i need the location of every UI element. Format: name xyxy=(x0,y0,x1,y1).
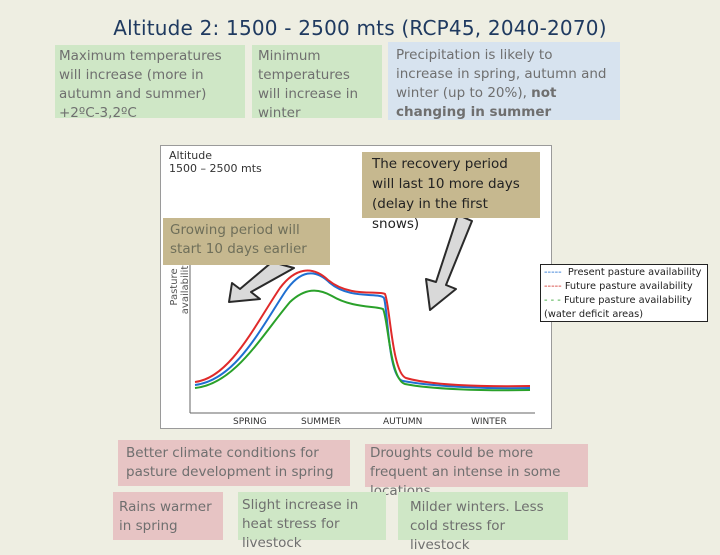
chart-axes xyxy=(189,255,535,414)
legend-swatch-deficit: - - - xyxy=(544,295,561,306)
precipitation-text: Precipitation is likely to increase in s… xyxy=(396,47,607,101)
heat-stress-box: Slight increase in heat stress for lives… xyxy=(238,492,386,551)
precipitation-box: Precipitation is likely to increase in s… xyxy=(388,42,620,120)
page-title: Altitude 2: 1500 - 2500 mts (RCP45, 2040… xyxy=(113,16,607,40)
legend-swatch-future: ----- xyxy=(544,281,562,292)
milder-winters-text: Milder winters. Less cold stress for liv… xyxy=(410,499,544,553)
chart-title-line2: 1500 – 2500 mts xyxy=(169,162,262,175)
heat-stress-text: Slight increase in heat stress for lives… xyxy=(242,497,359,551)
recovery-period-arrow xyxy=(425,214,473,311)
season-label-autumn: AUTUMN xyxy=(383,417,423,427)
climate-conditions-text: Better climate conditions for pasture de… xyxy=(126,445,334,480)
min-temperature-text: Minimum temperatures will increase in wi… xyxy=(258,48,359,121)
growing-period-callout: Growing period will start 10 days earlie… xyxy=(163,218,330,265)
min-temperature-box: Minimum temperatures will increase in wi… xyxy=(252,45,382,121)
growing-period-arrow xyxy=(228,261,295,303)
climate-conditions-box: Better climate conditions for pasture de… xyxy=(118,440,350,486)
precipitation-bold-text: not changing in summer xyxy=(396,85,557,120)
legend-label-deficit: Future pasture availability (water defic… xyxy=(544,295,692,320)
recovery-callout-text: The recovery period will last 10 more da… xyxy=(372,156,520,232)
max-temperature-text: Maximum temperatures will increase (more… xyxy=(59,48,222,121)
chart-title-line1: Altitude xyxy=(169,149,212,162)
diagram-graphics xyxy=(189,214,535,414)
max-temperature-box: Maximum temperatures will increase (more… xyxy=(55,45,245,121)
growing-period-callout-text: Growing period will start 10 days earlie… xyxy=(170,222,307,257)
legend-label-future: Future pasture availability xyxy=(564,281,693,292)
legend-swatch-present: ----- xyxy=(544,267,562,278)
milder-winters-box: Milder winters. Less cold stress for liv… xyxy=(398,492,568,553)
legend-item-deficit: - - - Future pasture availability (water… xyxy=(544,294,704,322)
rains-box: Rains warmer in spring xyxy=(113,492,223,540)
chart-legend: ----- Present pasture availability -----… xyxy=(540,264,708,322)
legend-item-future: ----- Future pasture availability xyxy=(544,280,704,294)
chart-title: Altitude 1500 – 2500 mts xyxy=(169,149,262,175)
legend-item-present: ----- Present pasture availability xyxy=(544,266,704,280)
season-label-winter: WINTER xyxy=(471,417,507,427)
future-deficit-availability-curve xyxy=(194,289,531,392)
future-availability-curve xyxy=(194,269,531,388)
present-availability-curve xyxy=(194,272,531,390)
legend-label-present: Present pasture availability xyxy=(567,267,702,278)
rains-text: Rains warmer in spring xyxy=(119,499,212,534)
recovery-callout: The recovery period will last 10 more da… xyxy=(362,152,540,232)
droughts-box: Droughts could be more frequent an inten… xyxy=(365,444,588,499)
season-label-summer: SUMMER xyxy=(301,417,341,427)
season-label-spring: SPRING xyxy=(233,417,267,427)
